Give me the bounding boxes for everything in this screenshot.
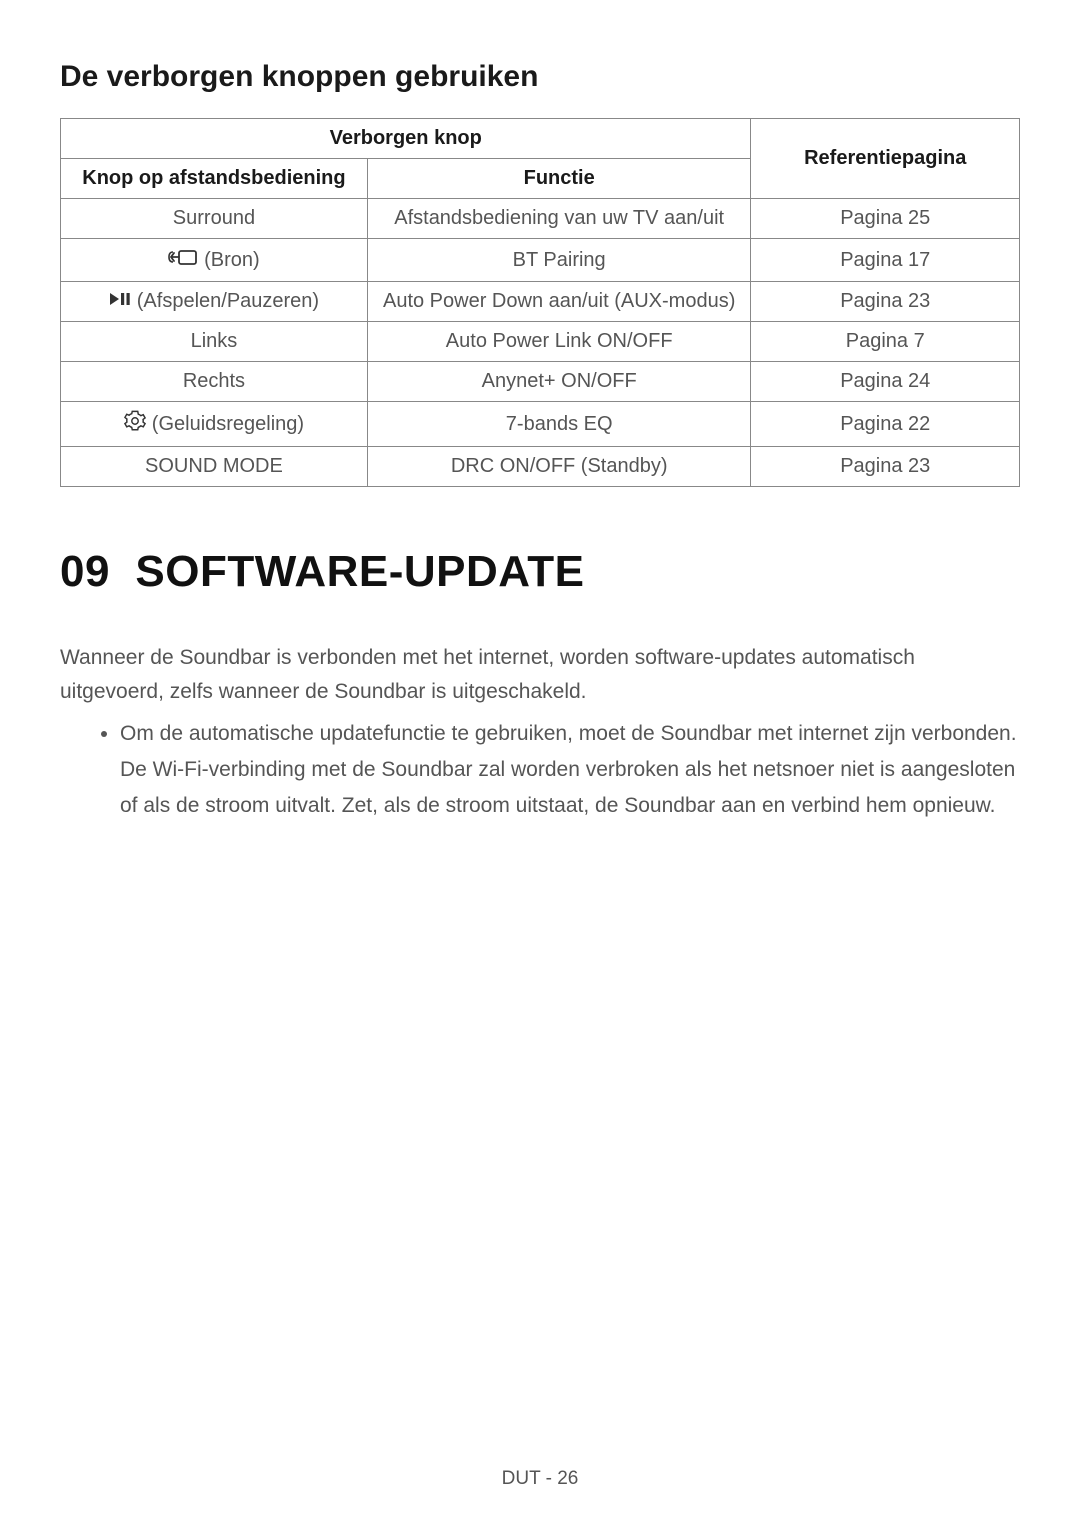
- table-row: SOUND MODE DRC ON/OFF (Standby) Pagina 2…: [61, 447, 1020, 487]
- chapter-number: 09: [60, 547, 110, 596]
- table-row: (Bron) BT Pairing Pagina 17: [61, 239, 1020, 282]
- cell-function: 7-bands EQ: [367, 402, 751, 447]
- cell-remote: (Afspelen/Pauzeren): [61, 282, 368, 322]
- cell-function: Auto Power Link ON/OFF: [367, 322, 751, 362]
- table-row: (Geluidsregeling) 7-bands EQ Pagina 22: [61, 402, 1020, 447]
- cell-function: BT Pairing: [367, 239, 751, 282]
- chapter-name: SOFTWARE-UPDATE: [135, 547, 584, 596]
- page-footer: DUT - 26: [0, 1468, 1080, 1490]
- cell-ref: Pagina 17: [751, 239, 1020, 282]
- play-pause-icon: [109, 290, 131, 313]
- cell-ref: Pagina 22: [751, 402, 1020, 447]
- cell-ref: Pagina 23: [751, 447, 1020, 487]
- th-remote: Knop op afstandsbediening: [61, 159, 368, 199]
- chapter-title: 09 SOFTWARE-UPDATE: [60, 547, 1020, 597]
- cell-ref: Pagina 24: [751, 362, 1020, 402]
- table-row: (Afspelen/Pauzeren) Auto Power Down aan/…: [61, 282, 1020, 322]
- list-item: Om de automatische updatefunctie te gebr…: [120, 716, 1020, 823]
- cell-function: Auto Power Down aan/uit (AUX-modus): [367, 282, 751, 322]
- cell-remote: Surround: [61, 199, 368, 239]
- th-ref: Referentiepagina: [751, 119, 1020, 199]
- cell-function: Afstandsbediening van uw TV aan/uit: [367, 199, 751, 239]
- cell-remote-label: (Afspelen/Pauzeren): [137, 290, 319, 313]
- table-row: Links Auto Power Link ON/OFF Pagina 7: [61, 322, 1020, 362]
- bullet-list: Om de automatische updatefunctie te gebr…: [60, 716, 1020, 823]
- cell-remote: Rechts: [61, 362, 368, 402]
- cell-ref: Pagina 25: [751, 199, 1020, 239]
- cell-remote-label: (Bron): [204, 249, 260, 272]
- cell-ref: Pagina 23: [751, 282, 1020, 322]
- cell-remote: SOUND MODE: [61, 447, 368, 487]
- cell-remote: Links: [61, 322, 368, 362]
- cell-remote-label: (Geluidsregeling): [152, 413, 304, 436]
- cell-function: DRC ON/OFF (Standby): [367, 447, 751, 487]
- cell-function: Anynet+ ON/OFF: [367, 362, 751, 402]
- hidden-buttons-table: Verborgen knop Referentiepagina Knop op …: [60, 118, 1020, 487]
- cell-remote: (Bron): [61, 239, 368, 282]
- table-row: Surround Afstandsbediening van uw TV aan…: [61, 199, 1020, 239]
- gear-icon: [124, 410, 146, 438]
- th-function: Functie: [367, 159, 751, 199]
- intro-paragraph: Wanneer de Soundbar is verbonden met het…: [60, 641, 1020, 708]
- th-group: Verborgen knop: [61, 119, 751, 159]
- section-title: De verborgen knoppen gebruiken: [60, 60, 1020, 94]
- cell-ref: Pagina 7: [751, 322, 1020, 362]
- table-row: Rechts Anynet+ ON/OFF Pagina 24: [61, 362, 1020, 402]
- source-icon: [168, 247, 198, 273]
- cell-remote: (Geluidsregeling): [61, 402, 368, 447]
